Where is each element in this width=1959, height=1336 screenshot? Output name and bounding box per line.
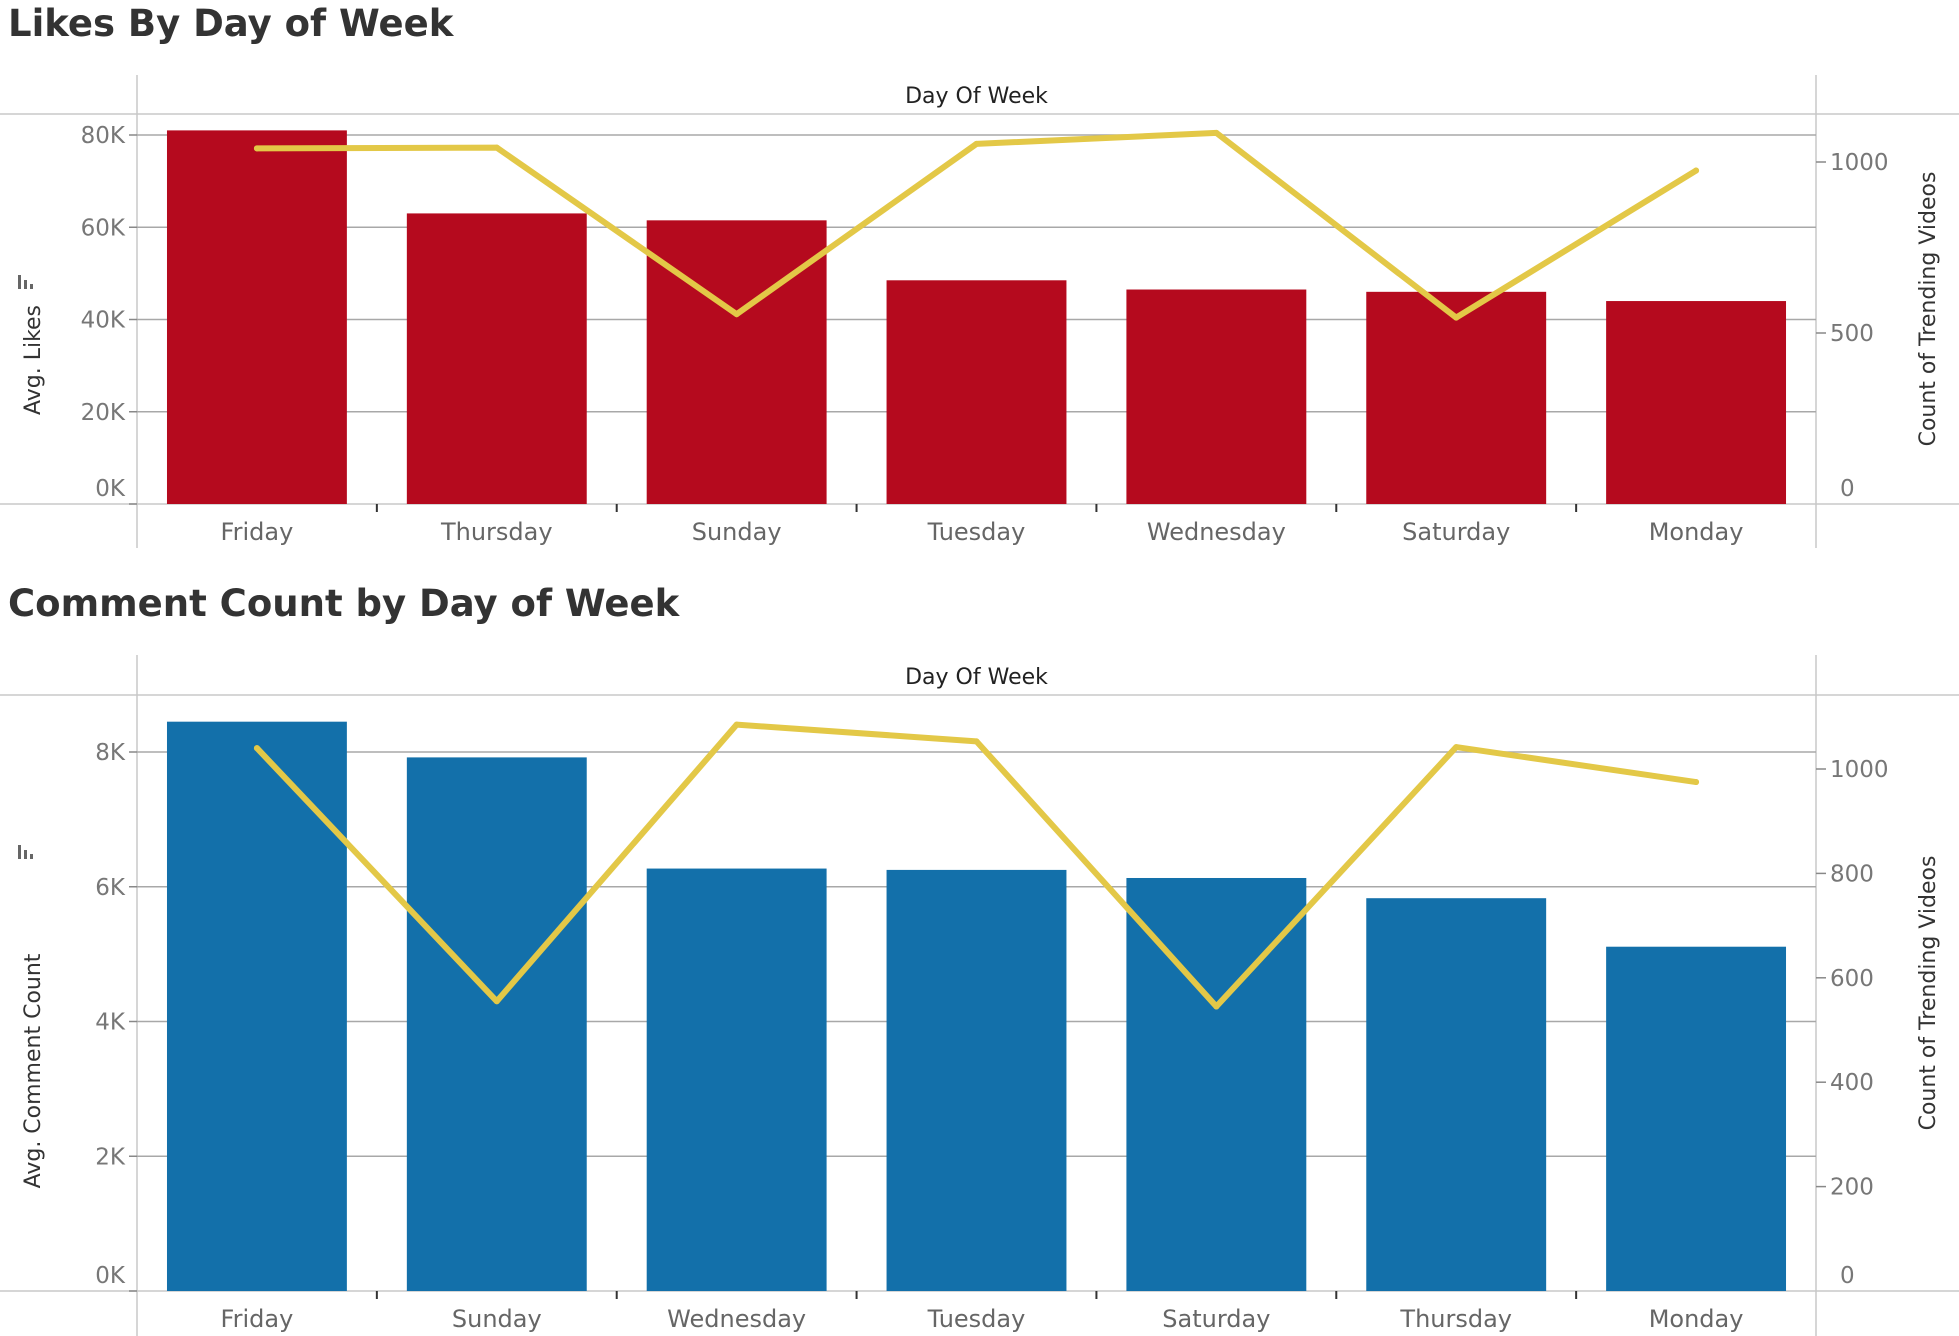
category-label: Monday [1649, 1305, 1744, 1333]
y2-tick-label: 0 [1840, 476, 1855, 502]
y-tick-label: 6K [95, 875, 126, 901]
y-axis-title: Avg. Comment Count [21, 953, 46, 1188]
bar [886, 869, 1067, 1291]
trend-point [1693, 779, 1700, 786]
category-label: Wednesday [1147, 518, 1286, 546]
category-label: Saturday [1162, 1305, 1270, 1333]
y2-tick-label: 600 [1830, 966, 1874, 992]
sort-icon-bar [24, 850, 27, 859]
trend-point [1213, 129, 1220, 136]
bar [1366, 898, 1547, 1291]
category-label: Monday [1649, 518, 1744, 546]
y-tick-label: 4K [95, 1010, 126, 1036]
bar [166, 130, 347, 504]
bar [1366, 291, 1547, 504]
y-tick-label: 2K [95, 1144, 126, 1170]
trend-point [1213, 1003, 1220, 1010]
y2-tick-label: 400 [1830, 1070, 1874, 1096]
category-label: Sunday [452, 1305, 542, 1333]
y-tick-label: 20K [81, 400, 126, 426]
category-label: Tuesday [927, 518, 1026, 546]
sort-icon-bar [18, 275, 21, 289]
trend-point [973, 140, 980, 147]
trend-point [1453, 744, 1460, 751]
category-label: Tuesday [927, 1305, 1026, 1333]
y-tick-label: 0K [95, 1263, 126, 1289]
category-label: Thursday [1399, 1305, 1512, 1333]
bar [1126, 289, 1307, 504]
bar [1126, 877, 1307, 1291]
bar [1606, 301, 1787, 504]
y2-tick-label: 1000 [1830, 150, 1889, 176]
y-tick-label: 60K [81, 215, 126, 241]
sort-icon-bar [24, 280, 27, 289]
trend-point [973, 738, 980, 745]
column-header: Day Of Week [905, 665, 1048, 690]
y-axis-title: Avg. Likes [21, 305, 46, 415]
bar [646, 220, 827, 505]
sort-icon-bar [30, 284, 33, 289]
category-label: Sunday [692, 518, 782, 546]
sort-icon [18, 275, 33, 289]
trend-point [253, 745, 260, 752]
trend-point [733, 311, 740, 318]
y2-axis-title: Count of Trending Videos [1916, 856, 1941, 1131]
likes-chart: Day Of Week 0K 20K 40K 60K 80K 0 500 1000 Friday T… [0, 75, 1959, 548]
sort-icon [18, 845, 33, 859]
sort-icon-bar [18, 845, 21, 859]
chart-2-title: Comment Count by Day of Week [8, 582, 680, 625]
bar [646, 868, 827, 1291]
y-tick-label: 8K [95, 740, 126, 766]
y2-axis-title: Count of Trending Videos [1916, 172, 1941, 447]
y2-tick-label: 200 [1830, 1175, 1874, 1201]
y-tick-label: 40K [81, 308, 126, 334]
y-tick-label: 80K [81, 123, 126, 149]
category-label: Wednesday [667, 1305, 806, 1333]
y2-tick-label: 800 [1830, 861, 1874, 887]
bar [1606, 946, 1787, 1291]
y-tick-label: 0K [95, 476, 126, 502]
category-label: Saturday [1402, 518, 1510, 546]
trend-point [1693, 167, 1700, 174]
sort-icon-bar [30, 854, 33, 859]
bar [406, 213, 587, 504]
bar [166, 721, 347, 1291]
bar [406, 757, 587, 1291]
column-header: Day Of Week [905, 84, 1048, 109]
category-label: Friday [221, 518, 294, 546]
category-label: Friday [221, 1305, 294, 1333]
y2-tick-label: 0 [1840, 1263, 1855, 1289]
trend-point [493, 998, 500, 1005]
trend-point [1453, 314, 1460, 321]
trend-point [733, 721, 740, 728]
bar [886, 280, 1067, 504]
y2-tick-label: 1000 [1830, 757, 1889, 783]
comment-count-chart: Day Of Week 0K 2K 4K 6K 8K 0 200 400 600 800 1000 Fr… [0, 655, 1959, 1336]
trend-point [493, 144, 500, 151]
category-label: Thursday [440, 518, 553, 546]
y2-tick-label: 500 [1830, 321, 1874, 347]
trend-point [253, 145, 260, 152]
chart-1-title: Likes By Day of Week [8, 2, 454, 45]
